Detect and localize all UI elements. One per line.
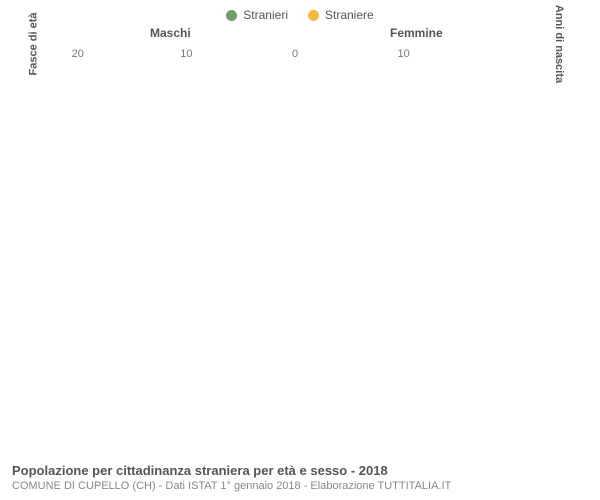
x-tick-male: 10 — [180, 48, 192, 60]
y-axis-right-label: Anni di nascita — [553, 5, 565, 83]
legend-item-female: Straniere — [308, 8, 374, 22]
legend-label-female: Straniere — [325, 8, 374, 22]
legend: Stranieri Straniere — [0, 0, 600, 26]
x-axis: 20 10 0 10 — [56, 44, 534, 64]
footer-title: Popolazione per cittadinanza straniera p… — [12, 463, 451, 478]
column-title-female: Femmine — [390, 26, 443, 40]
legend-swatch-female — [308, 10, 319, 21]
legend-label-male: Stranieri — [243, 8, 288, 22]
x-tick-female: 10 — [398, 48, 410, 60]
column-title-male: Maschi — [150, 26, 191, 40]
column-titles: Maschi Femmine — [0, 26, 600, 44]
x-tick-male: 20 — [72, 48, 84, 60]
footer-subtitle: COMUNE DI CUPELLO (CH) - Dati ISTAT 1° g… — [12, 480, 451, 492]
y-axis-left-label: Fasce di età — [27, 13, 39, 76]
legend-swatch-male — [226, 10, 237, 21]
x-tick-male: 0 — [292, 48, 298, 60]
legend-item-male: Stranieri — [226, 8, 288, 22]
footer: Popolazione per cittadinanza straniera p… — [12, 463, 451, 492]
